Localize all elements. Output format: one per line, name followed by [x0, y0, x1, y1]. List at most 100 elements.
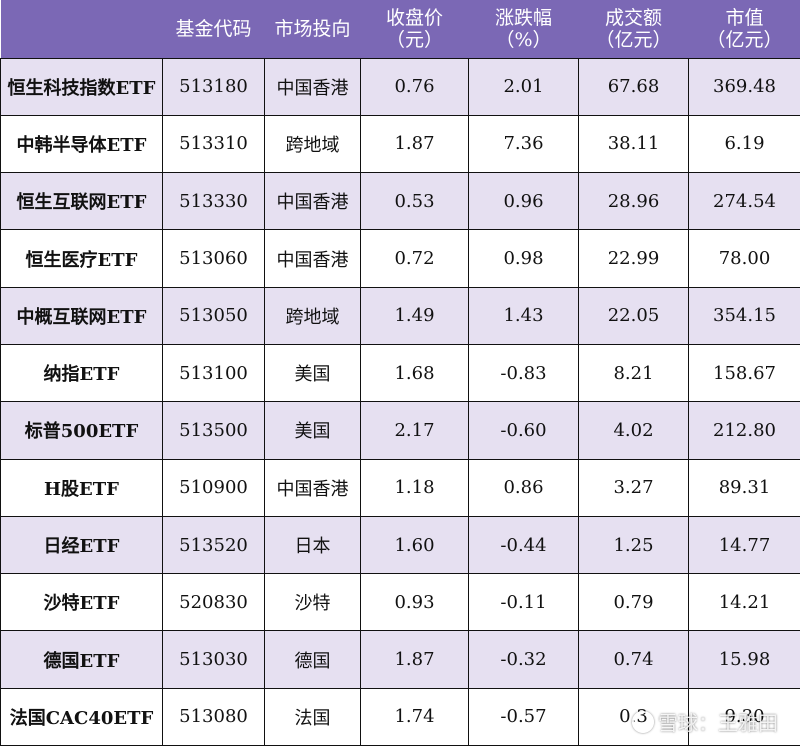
header-row: 基金代码 市场投向 收盘价 （元） 涨跌幅 （%） 成交额 （亿元） 市值 （亿…	[0, 0, 800, 58]
close-price-cell: 1.18	[360, 458, 469, 517]
fund-code-cell: 513180	[162, 57, 265, 116]
fund-name-cell: 中韩半导体ETF	[0, 114, 163, 174]
table-row: 法国CAC40ETF 513080 法国 1.74 -0.57 0.3 9.30	[0, 687, 800, 746]
header-volume-title: 成交额	[604, 6, 662, 29]
close-price-cell: 2.17	[360, 401, 469, 460]
fund-name-cell: 恒生科技指数ETF	[0, 57, 163, 116]
fund-name-cell: H股ETF	[0, 458, 163, 517]
table-row: 中概互联网ETF 513050 跨地域 1.49 1.43 22.05 354.…	[0, 286, 800, 345]
volume-cell: 67.68	[578, 57, 689, 116]
fund-name-cell: 日经ETF	[0, 515, 163, 575]
close-price-cell: 1.74	[360, 687, 469, 746]
close-price-cell: 0.93	[360, 573, 469, 632]
market-cap-cell: 78.00	[688, 229, 800, 288]
table-row: 标普500ETF 513500 美国 2.17 -0.60 4.02 212.8…	[0, 401, 800, 460]
volume-cell: 8.21	[578, 343, 689, 403]
change-cell: 0.98	[468, 229, 579, 288]
fund-name-cell: 法国CAC40ETF	[0, 687, 163, 746]
header-name	[0, 0, 163, 58]
table-row: 中韩半导体ETF 513310 跨地域 1.87 7.36 38.11 6.19	[0, 114, 800, 174]
volume-cell: 4.02	[578, 401, 689, 460]
close-price-cell: 1.60	[360, 515, 469, 575]
change-cell: -0.11	[468, 573, 579, 632]
close-price-cell: 1.87	[360, 630, 469, 689]
change-cell: 0.86	[468, 458, 579, 517]
volume-cell: 22.05	[578, 286, 689, 345]
fund-code-cell: 510900	[162, 458, 265, 517]
market-cell: 跨地域	[264, 114, 361, 174]
volume-cell: 0.74	[578, 630, 689, 689]
table-row: 恒生互联网ETF 513330 中国香港 0.53 0.96 28.96 274…	[0, 172, 800, 231]
fund-name-cell: 中概互联网ETF	[0, 286, 163, 345]
fund-name-cell: 德国ETF	[0, 630, 163, 689]
volume-cell: 0.79	[578, 573, 689, 632]
market-cell: 日本	[264, 515, 361, 575]
header-cap-title: 市值	[725, 6, 764, 29]
market-cell: 法国	[264, 687, 361, 746]
market-cap-cell: 354.15	[688, 286, 800, 345]
header-market: 市场投向	[274, 17, 351, 40]
table-row: 纳指ETF 513100 美国 1.68 -0.83 8.21 158.67	[0, 343, 800, 403]
volume-cell: 0.3	[578, 687, 689, 746]
table-row: H股ETF 510900 中国香港 1.18 0.86 3.27 89.31	[0, 458, 800, 517]
fund-name-cell: 纳指ETF	[0, 343, 163, 403]
market-cell: 中国香港	[264, 57, 361, 116]
change-cell: 1.43	[468, 286, 579, 345]
fund-code-cell: 513050	[162, 286, 265, 345]
market-cap-cell: 9.30	[688, 687, 800, 746]
table-body: 恒生科技指数ETF 513180 中国香港 0.76 2.01 67.68 36…	[0, 57, 800, 746]
close-price-cell: 1.87	[360, 114, 469, 174]
market-cap-cell: 274.54	[688, 172, 800, 231]
market-cap-cell: 369.48	[688, 57, 800, 116]
header-close-unit: （元）	[385, 28, 443, 51]
change-cell: -0.57	[468, 687, 579, 746]
change-cell: 0.96	[468, 172, 579, 231]
close-price-cell: 1.49	[360, 286, 469, 345]
market-cap-cell: 158.67	[688, 343, 800, 403]
fund-name-cell: 沙特ETF	[0, 573, 163, 632]
fund-code-cell: 513500	[162, 401, 265, 460]
close-price-cell: 0.53	[360, 172, 469, 231]
header-volume-unit: （亿元）	[595, 28, 672, 51]
market-cell: 中国香港	[264, 172, 361, 231]
table-row: 恒生医疗ETF 513060 中国香港 0.72 0.98 22.99 78.0…	[0, 229, 800, 288]
volume-cell: 1.25	[578, 515, 689, 575]
fund-name-cell: 恒生互联网ETF	[0, 172, 163, 231]
table-row: 日经ETF 513520 日本 1.60 -0.44 1.25 14.77	[0, 515, 800, 575]
header-change: 涨跌幅 （%）	[469, 0, 579, 58]
close-price-cell: 0.72	[360, 229, 469, 288]
market-cap-cell: 15.98	[688, 630, 800, 689]
fund-code-cell: 520830	[162, 573, 265, 632]
market-cell: 沙特	[264, 573, 361, 632]
market-cell: 中国香港	[264, 229, 361, 288]
change-cell: 2.01	[468, 57, 579, 116]
volume-cell: 3.27	[578, 458, 689, 517]
table-header: 基金代码 市场投向 收盘价 （元） 涨跌幅 （%） 成交额 （亿元） 市值 （亿…	[0, 0, 800, 58]
market-cell: 跨地域	[264, 286, 361, 345]
change-cell: -0.60	[468, 401, 579, 460]
table-row: 恒生科技指数ETF 513180 中国香港 0.76 2.01 67.68 36…	[0, 57, 800, 116]
fund-code-cell: 513310	[162, 114, 265, 174]
fund-code-cell: 513100	[162, 343, 265, 403]
header-cap-unit: （亿元）	[706, 28, 783, 51]
fund-code-cell: 513030	[162, 630, 265, 689]
change-cell: 7.36	[468, 114, 579, 174]
market-cap-cell: 14.77	[688, 515, 800, 575]
header-code: 基金代码	[175, 17, 252, 40]
fund-code-cell: 513080	[162, 687, 265, 746]
header-change-title: 涨跌幅	[494, 6, 552, 29]
table-row: 德国ETF 513030 德国 1.87 -0.32 0.74 15.98	[0, 630, 800, 689]
header-cap: 市值 （亿元）	[689, 0, 800, 58]
change-cell: -0.44	[468, 515, 579, 575]
fund-code-cell: 513060	[162, 229, 265, 288]
fund-code-cell: 513520	[162, 515, 265, 575]
header-close-title: 收盘价	[385, 6, 443, 29]
volume-cell: 28.96	[578, 172, 689, 231]
change-cell: -0.83	[468, 343, 579, 403]
header-change-unit: （%）	[495, 28, 552, 51]
fund-name-cell: 恒生医疗ETF	[0, 229, 163, 288]
fund-code-cell: 513330	[162, 172, 265, 231]
market-cell: 德国	[264, 630, 361, 689]
